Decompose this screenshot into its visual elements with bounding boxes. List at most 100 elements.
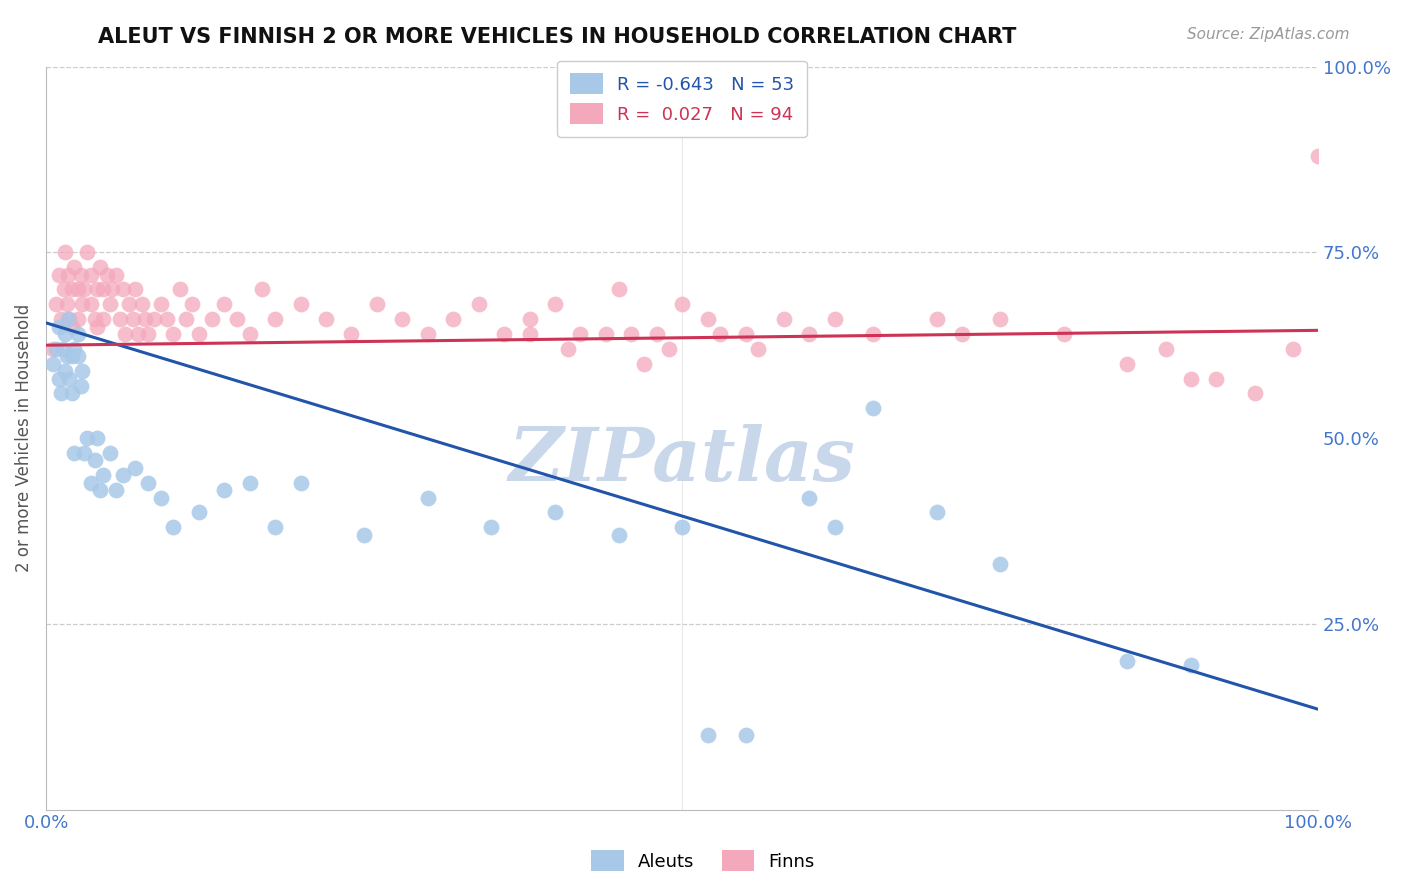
Point bbox=[1154, 342, 1177, 356]
Point bbox=[1281, 342, 1303, 356]
Point bbox=[200, 312, 222, 326]
Point bbox=[519, 327, 541, 342]
Point bbox=[70, 297, 93, 311]
Point bbox=[80, 475, 103, 490]
Point bbox=[96, 268, 118, 282]
Point bbox=[51, 386, 73, 401]
Point bbox=[1180, 371, 1202, 385]
Point bbox=[557, 342, 579, 356]
Point bbox=[63, 342, 86, 356]
Point bbox=[56, 268, 79, 282]
Point bbox=[143, 312, 166, 326]
Point bbox=[519, 312, 541, 326]
Text: ZIPatlas: ZIPatlas bbox=[509, 424, 856, 497]
Point bbox=[595, 327, 617, 342]
Point bbox=[58, 371, 80, 385]
Point bbox=[66, 283, 89, 297]
Point bbox=[48, 319, 70, 334]
Point bbox=[53, 245, 76, 260]
Point bbox=[111, 283, 134, 297]
Point bbox=[187, 327, 209, 342]
Point bbox=[607, 283, 630, 297]
Point bbox=[93, 283, 115, 297]
Point bbox=[63, 446, 86, 460]
Point bbox=[1205, 371, 1227, 385]
Point bbox=[80, 297, 103, 311]
Point bbox=[773, 312, 796, 326]
Point bbox=[391, 312, 413, 326]
Point bbox=[569, 327, 592, 342]
Point bbox=[353, 527, 375, 541]
Point bbox=[53, 364, 76, 378]
Point bbox=[124, 460, 146, 475]
Point bbox=[83, 453, 105, 467]
Point bbox=[252, 283, 274, 297]
Point bbox=[41, 342, 63, 356]
Point bbox=[86, 283, 108, 297]
Point bbox=[66, 327, 89, 342]
Point bbox=[48, 268, 70, 282]
Point bbox=[86, 431, 108, 445]
Point bbox=[174, 312, 197, 326]
Point bbox=[52, 342, 75, 356]
Point bbox=[83, 312, 105, 326]
Point bbox=[467, 297, 489, 311]
Point bbox=[416, 327, 439, 342]
Point bbox=[734, 728, 756, 742]
Point bbox=[181, 297, 204, 311]
Point bbox=[51, 312, 73, 326]
Point bbox=[264, 312, 287, 326]
Point bbox=[48, 371, 70, 385]
Point bbox=[93, 312, 115, 326]
Point bbox=[55, 349, 77, 363]
Point bbox=[988, 558, 1011, 572]
Point bbox=[214, 297, 236, 311]
Point bbox=[41, 357, 63, 371]
Point bbox=[988, 312, 1011, 326]
Point bbox=[76, 431, 98, 445]
Point bbox=[290, 297, 312, 311]
Point bbox=[136, 475, 159, 490]
Point bbox=[315, 312, 337, 326]
Point bbox=[264, 520, 287, 534]
Point bbox=[366, 297, 388, 311]
Point bbox=[149, 491, 172, 505]
Point bbox=[226, 312, 249, 326]
Point bbox=[73, 283, 96, 297]
Point bbox=[479, 520, 502, 534]
Point bbox=[925, 505, 948, 519]
Point bbox=[441, 312, 464, 326]
Point bbox=[101, 283, 124, 297]
Point bbox=[162, 520, 184, 534]
Point bbox=[696, 728, 718, 742]
Point bbox=[149, 297, 172, 311]
Point bbox=[671, 297, 693, 311]
Point bbox=[89, 483, 111, 497]
Point bbox=[53, 283, 76, 297]
Point bbox=[60, 319, 83, 334]
Point bbox=[658, 342, 681, 356]
Point bbox=[56, 312, 79, 326]
Point bbox=[824, 520, 846, 534]
Point bbox=[76, 245, 98, 260]
Point bbox=[60, 386, 83, 401]
Point bbox=[118, 297, 141, 311]
Point bbox=[1116, 654, 1139, 668]
Point bbox=[105, 268, 128, 282]
Point bbox=[156, 312, 179, 326]
Legend: Aleuts, Finns: Aleuts, Finns bbox=[583, 843, 823, 879]
Point bbox=[925, 312, 948, 326]
Point bbox=[66, 312, 89, 326]
Point bbox=[1116, 357, 1139, 371]
Point bbox=[69, 268, 91, 282]
Point bbox=[66, 349, 89, 363]
Point bbox=[799, 491, 821, 505]
Point bbox=[169, 283, 191, 297]
Point bbox=[136, 327, 159, 342]
Point bbox=[80, 268, 103, 282]
Point bbox=[607, 527, 630, 541]
Point bbox=[127, 327, 149, 342]
Point bbox=[98, 297, 121, 311]
Point bbox=[124, 283, 146, 297]
Point bbox=[416, 491, 439, 505]
